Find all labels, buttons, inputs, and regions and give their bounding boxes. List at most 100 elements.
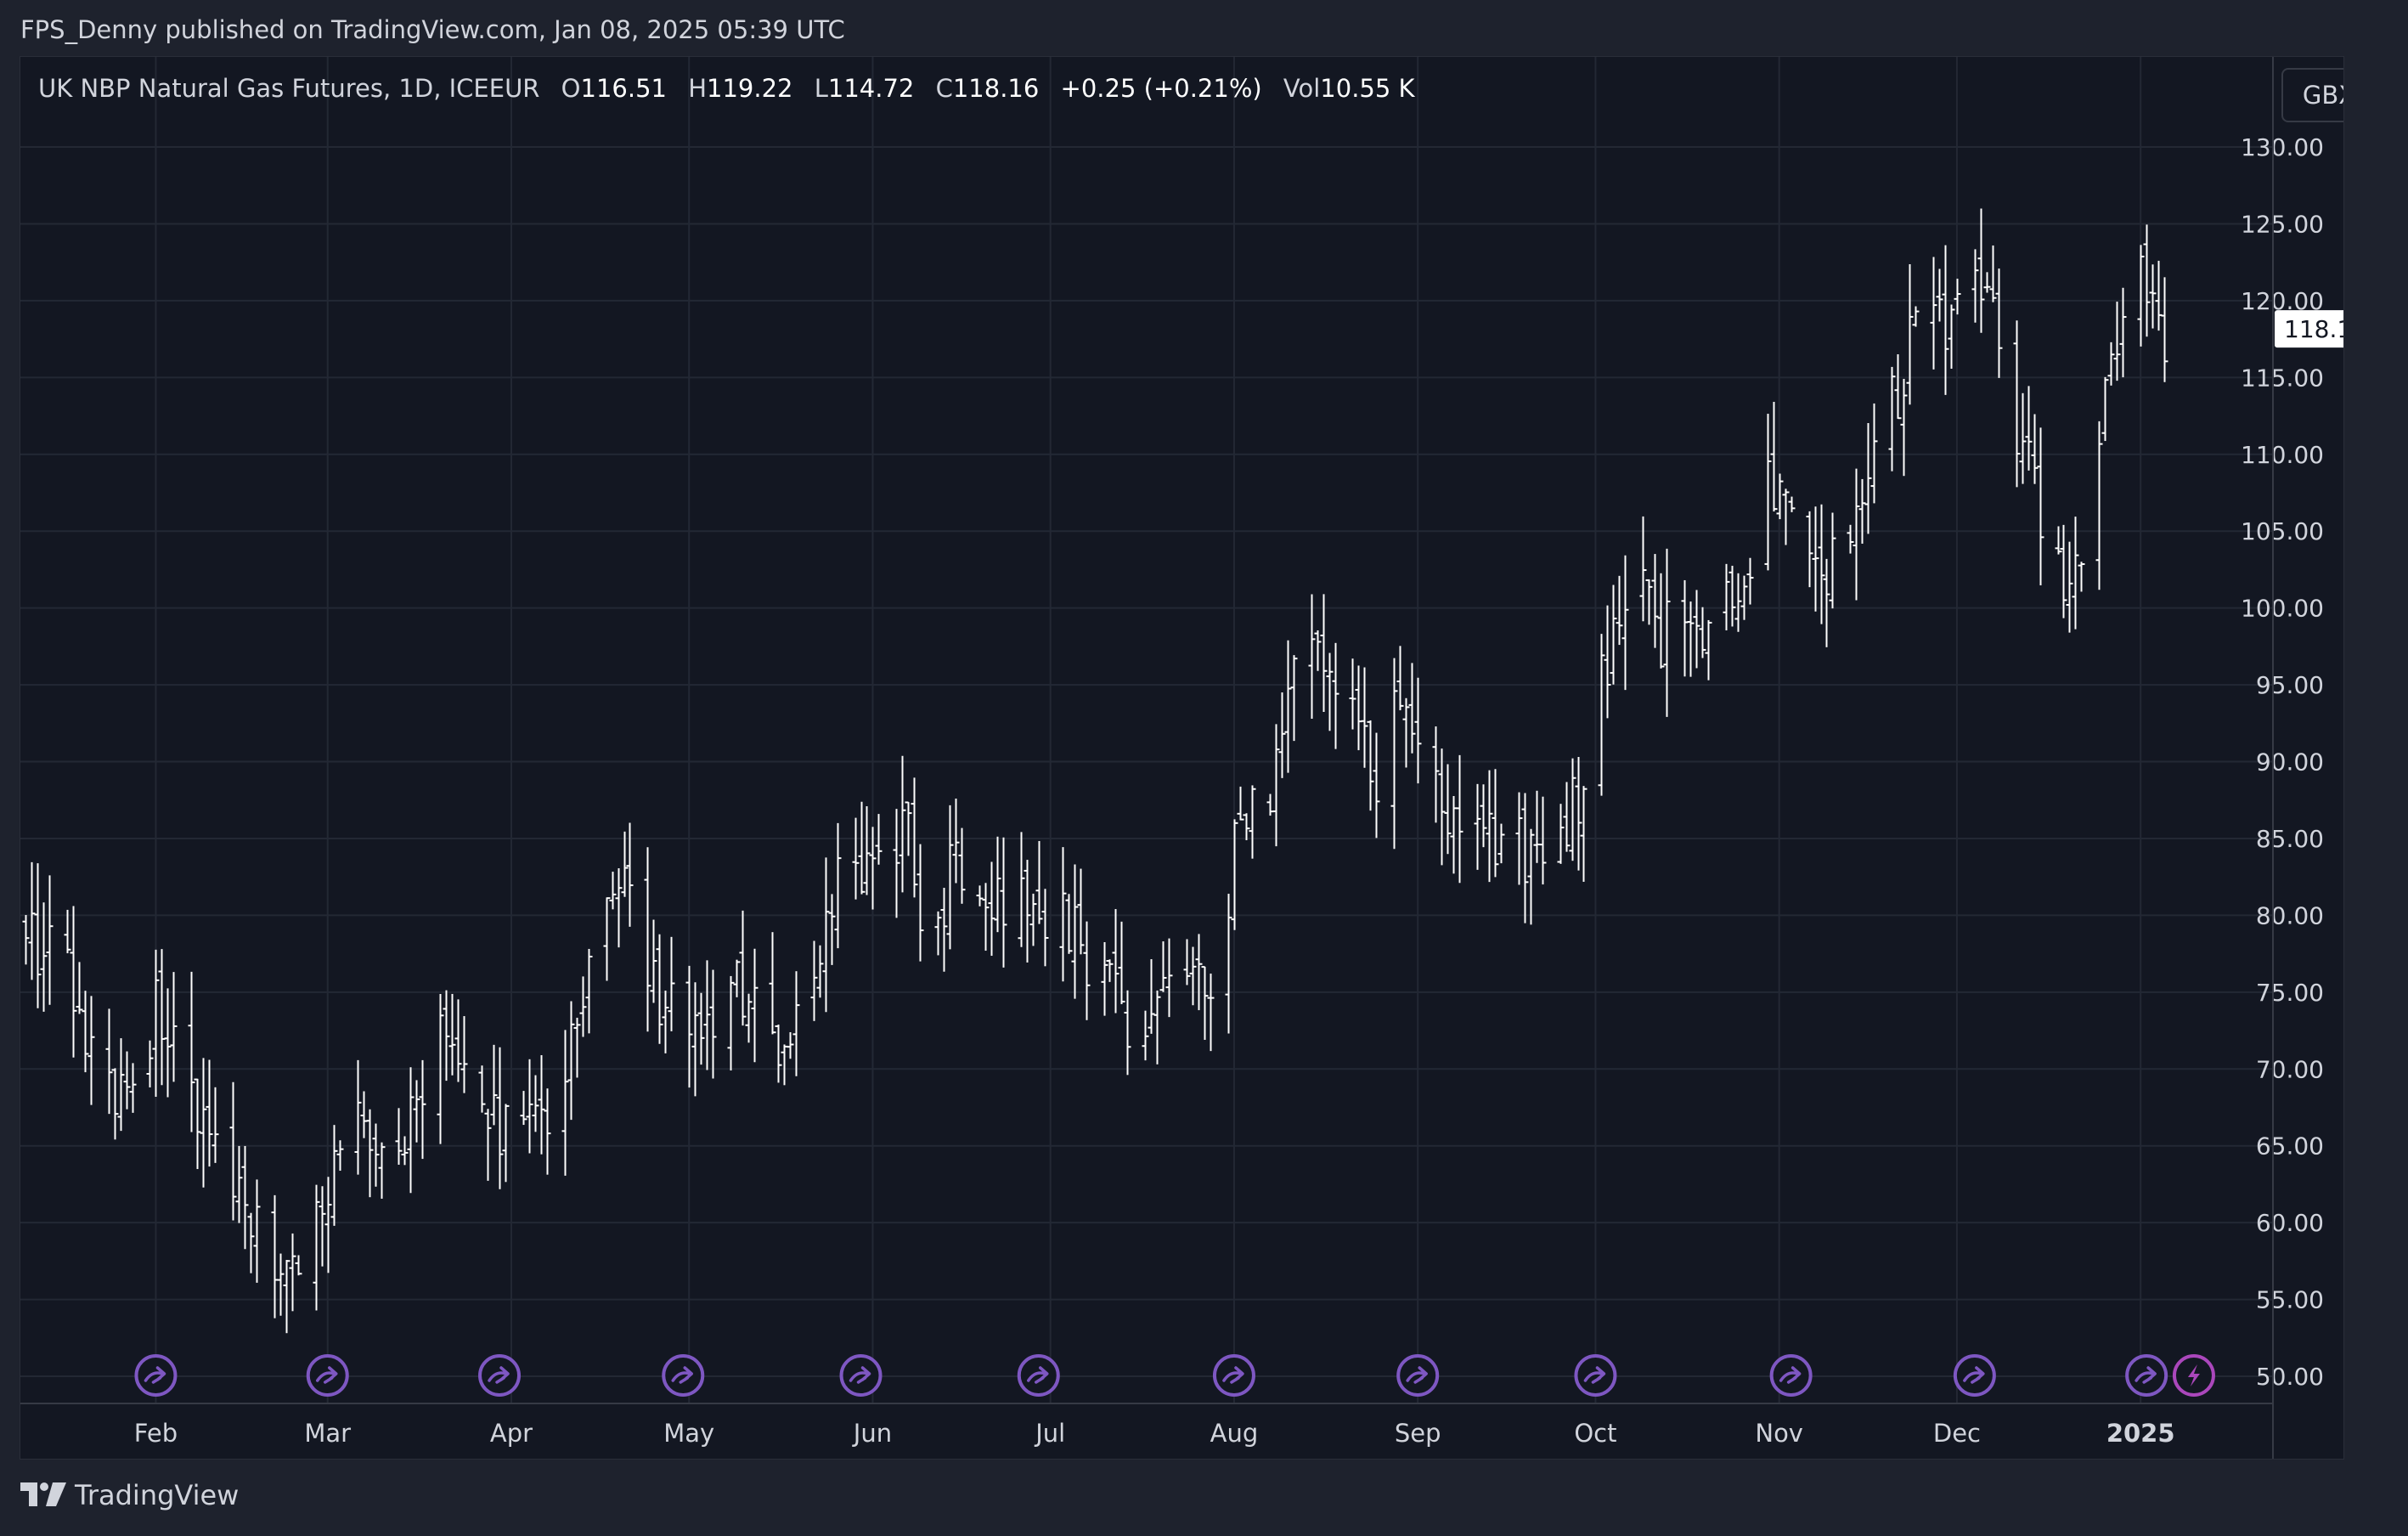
ohlc-bar[interactable] [1207, 973, 1215, 1052]
ohlc-bar[interactable] [520, 1091, 527, 1126]
ohlc-bar[interactable] [893, 809, 900, 918]
ohlc-bar[interactable] [709, 969, 717, 1079]
ohlc-bar[interactable] [2013, 320, 2021, 488]
ohlc-bar[interactable] [460, 1016, 468, 1093]
ohlc-bar[interactable] [1989, 245, 1997, 302]
ohlc-bar[interactable] [650, 919, 657, 1003]
ohlc-bar[interactable] [1557, 804, 1565, 864]
ohlc-bar[interactable] [1539, 796, 1547, 885]
ohlc-bar[interactable] [1657, 573, 1665, 669]
ohlc-bar[interactable] [1847, 524, 1854, 554]
ohlc-bar[interactable] [1651, 554, 1659, 648]
ohlc-bar[interactable] [1770, 402, 1778, 512]
ohlc-bar[interactable] [319, 1186, 326, 1267]
ohlc-bar[interactable] [313, 1184, 320, 1311]
ohlc-bar[interactable] [1486, 770, 1493, 883]
ohlc-bar[interactable] [64, 909, 71, 954]
ohlc-bar[interactable] [1349, 658, 1356, 730]
ohlc-bar[interactable] [644, 847, 651, 1032]
ohlc-bar[interactable] [1829, 512, 1836, 609]
ohlc-bar[interactable] [1699, 607, 1706, 658]
ohlc-bar[interactable] [1930, 257, 1937, 370]
ohlc-bar[interactable] [1621, 555, 1629, 691]
ohlc-bar[interactable] [1071, 864, 1079, 999]
ohlc-bar[interactable] [82, 991, 89, 1073]
ohlc-bar[interactable] [1864, 423, 1872, 534]
ohlc-bar[interactable] [1118, 921, 1125, 1005]
ohlc-bar[interactable] [1101, 941, 1108, 1016]
dividend-arrow-icon[interactable] [1396, 1354, 1440, 1397]
ohlc-bar[interactable] [1983, 272, 1991, 293]
ohlc-bar[interactable] [2037, 427, 2044, 586]
ohlc-bar[interactable] [751, 948, 758, 1063]
ohlc-bar[interactable] [211, 1087, 219, 1163]
ohlc-bar[interactable] [2143, 224, 2151, 337]
ohlc-bar[interactable] [1492, 769, 1499, 878]
ohlc-bar[interactable] [2055, 526, 2062, 555]
ohlc-bar[interactable] [1942, 245, 1949, 395]
ohlc-bar[interactable] [490, 1044, 498, 1126]
ohlc-bar[interactable] [200, 1058, 207, 1188]
ohlc-bar[interactable] [1853, 468, 1860, 601]
ohlc-bar[interactable] [858, 801, 866, 895]
ohlc-bar[interactable] [1806, 511, 1813, 588]
ohlc-bar[interactable] [2031, 414, 2039, 484]
ohlc-bar[interactable] [372, 1123, 380, 1187]
ohlc-bar[interactable] [834, 822, 842, 949]
ohlc-bar[interactable] [1029, 893, 1037, 946]
ohlc-bar[interactable] [1201, 966, 1209, 1040]
ohlc-bar[interactable] [437, 993, 444, 1144]
ohlc-bar[interactable] [1112, 909, 1119, 1014]
ohlc-bar[interactable] [1705, 619, 1712, 680]
ohlc-bar[interactable] [739, 910, 747, 1026]
ohlc-bar[interactable] [448, 993, 456, 1076]
ohlc-bar[interactable] [1332, 642, 1339, 749]
ohlc-bar[interactable] [1497, 823, 1505, 864]
ohlc-bar[interactable] [40, 902, 48, 1012]
ohlc-bar[interactable] [982, 883, 990, 952]
ohlc-bar[interactable] [668, 936, 675, 1031]
ohlc-bar[interactable] [822, 857, 830, 1013]
ohlc-bar[interactable] [164, 988, 172, 1098]
ohlc-bar[interactable] [419, 1059, 426, 1160]
ohlc-bar[interactable] [170, 972, 178, 1082]
ohlc-bar[interactable] [1527, 828, 1535, 925]
ohlc-bar[interactable] [2137, 245, 2145, 347]
ohlc-bar[interactable] [994, 836, 1001, 933]
ohlc-bar[interactable] [283, 1260, 290, 1334]
ohlc-bar[interactable] [2072, 517, 2079, 630]
ohlc-bar[interactable] [235, 1145, 243, 1223]
ohlc-bar[interactable] [1687, 601, 1695, 677]
ohlc-bar[interactable] [869, 827, 877, 910]
tradingview-brand[interactable]: TradingView [20, 1479, 239, 1511]
ohlc-bar[interactable] [1936, 268, 1943, 322]
ohlc-bar[interactable] [1474, 783, 1481, 870]
ohlc-bar[interactable] [1723, 563, 1730, 630]
ohlc-bar[interactable] [253, 1179, 261, 1283]
ohlc-bar[interactable] [691, 982, 699, 1097]
ohlc-bar[interactable] [1018, 832, 1025, 947]
ohlc-bar[interactable] [22, 915, 30, 965]
ohlc-bar[interactable] [1948, 304, 1955, 370]
ohlc-bar[interactable] [1740, 575, 1748, 620]
ohlc-bar[interactable] [1900, 378, 1908, 477]
ohlc-bar[interactable] [1414, 677, 1422, 784]
ohlc-bar[interactable] [1272, 724, 1280, 847]
ohlc-bar[interactable] [1575, 756, 1582, 871]
ohlc-bar[interactable] [733, 959, 741, 997]
ohlc-bar[interactable] [229, 1081, 237, 1221]
ohlc-bar[interactable] [413, 1080, 420, 1143]
ohlc-bar[interactable] [1776, 473, 1784, 520]
ohlc-bar[interactable] [2107, 342, 2115, 386]
ohlc-bar[interactable] [123, 1051, 131, 1110]
ohlc-bar[interactable] [188, 971, 195, 1132]
ohlc-bar[interactable] [152, 949, 160, 1097]
ohlc-bar[interactable] [1231, 819, 1238, 930]
ohlc-bar[interactable] [745, 993, 753, 1043]
ohlc-bar[interactable] [241, 1145, 249, 1250]
ohlc-bar[interactable] [1225, 893, 1232, 1034]
ohlc-bar[interactable] [946, 805, 954, 950]
ohlc-bar[interactable] [1438, 748, 1446, 866]
ohlc-bar[interactable] [2060, 524, 2067, 618]
ohlc-bar[interactable] [958, 827, 966, 904]
